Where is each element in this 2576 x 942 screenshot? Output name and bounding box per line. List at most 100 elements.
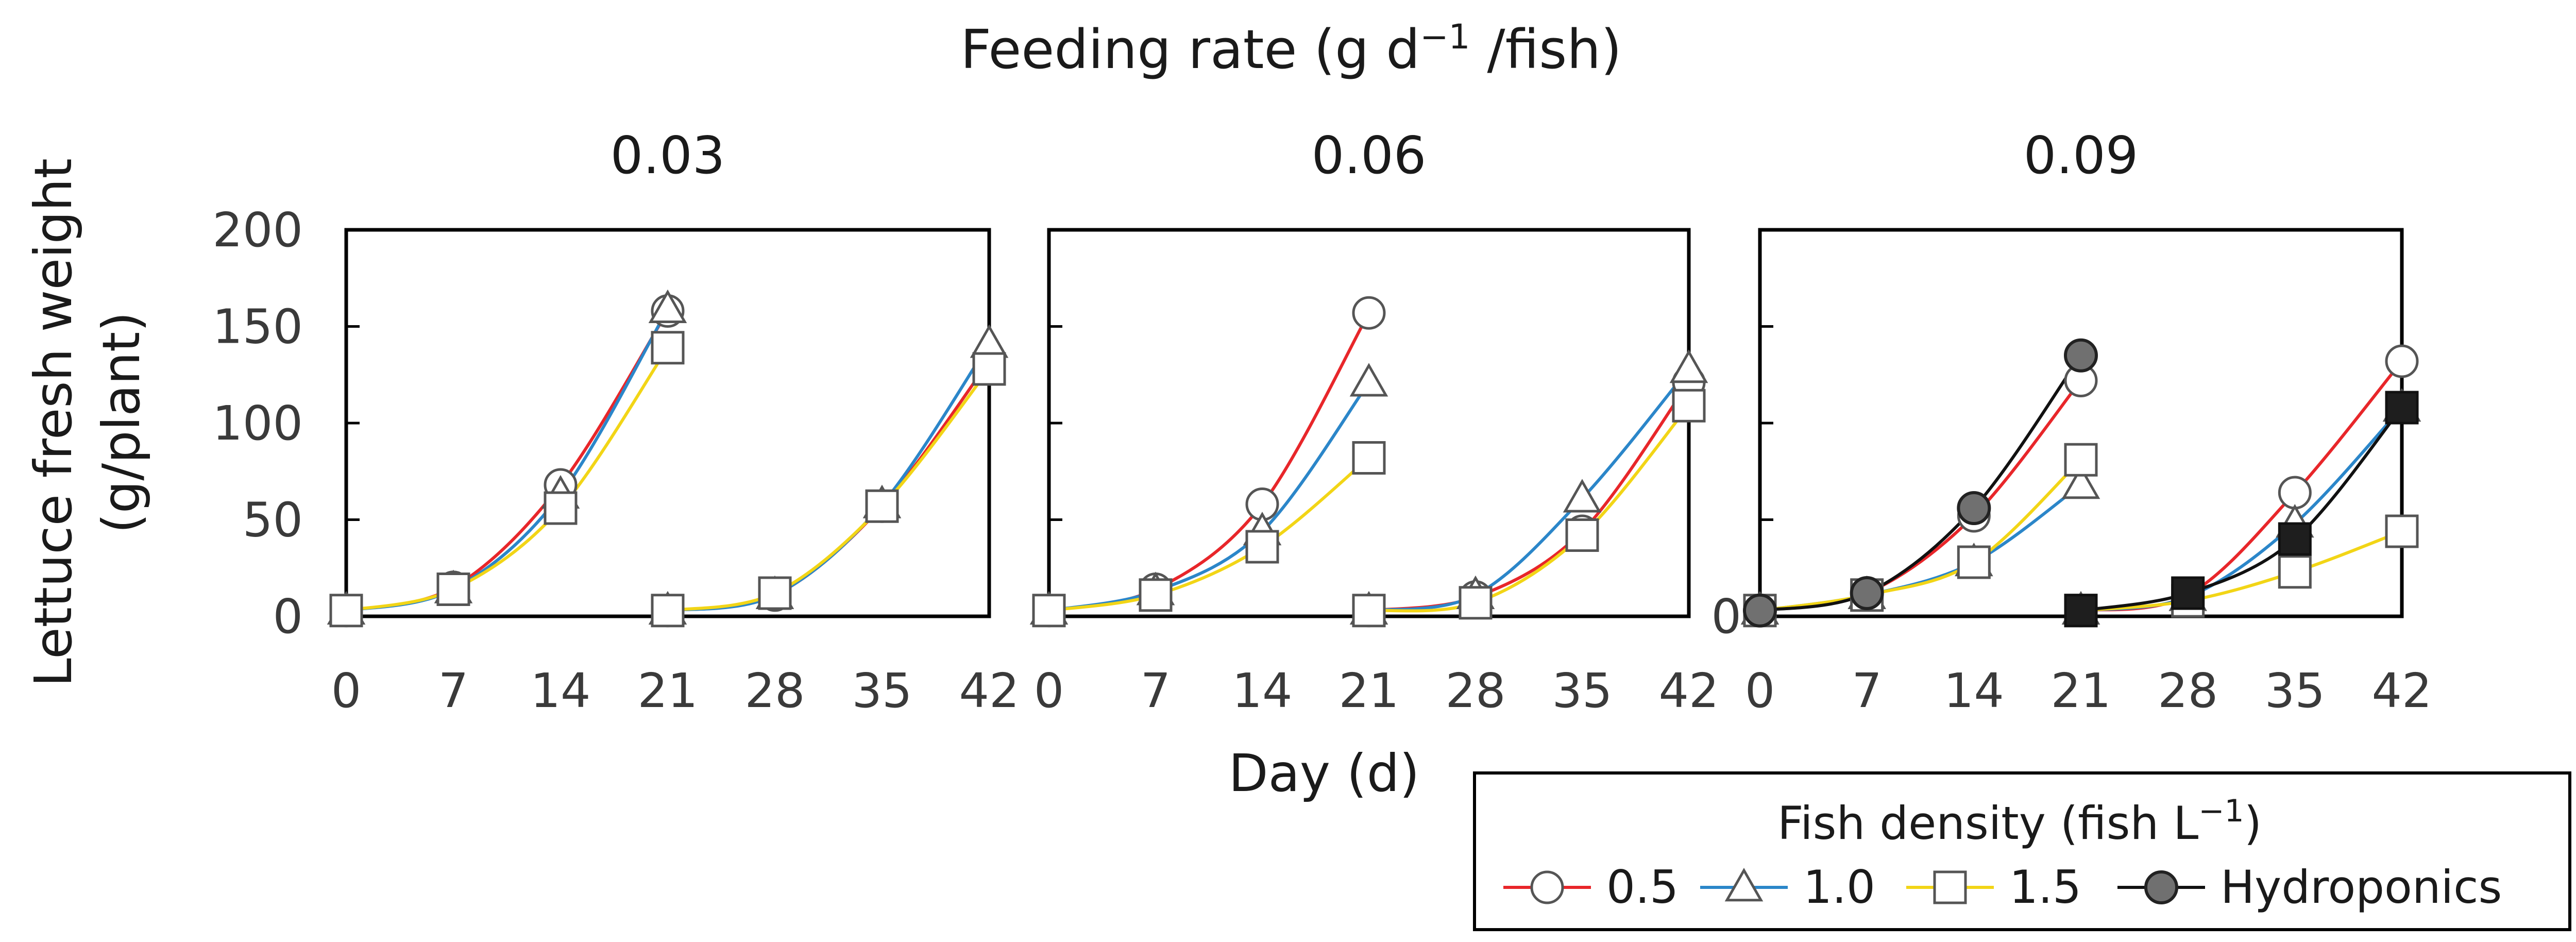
x-axis-label-group: Day (d): [1229, 743, 1420, 803]
panel-title: 0.06: [1312, 125, 1427, 186]
data-point-1-5: [2385, 514, 2419, 548]
data-point-1-5: [1352, 594, 1386, 628]
x-tick-label: 28: [2158, 663, 2218, 718]
panel-0.03: 0.03 0 50 100 150 200 0 7 14 21 28 35 42: [212, 125, 1019, 718]
x-tick-label: 21: [637, 663, 698, 718]
chart-title-unit-exp: −1: [1420, 17, 1470, 57]
x-tick-label: 28: [1445, 663, 1505, 718]
data-point-0-5: [1352, 296, 1386, 330]
series-lines: [1759, 355, 2403, 612]
data-point-1-5: [865, 489, 899, 523]
legend-marker: [1530, 870, 1564, 904]
panel-title: 0.03: [611, 125, 725, 186]
panel-0.09: 0.09 00 7 14 21 28 35 42: [1711, 125, 2432, 718]
x-tick-label: 14: [1944, 663, 2004, 718]
data-point-Hydroponics: [2171, 576, 2205, 610]
data-point-1-5: [758, 576, 792, 610]
series-line-0-5: [667, 360, 991, 612]
y-tick-label: 50: [243, 493, 303, 548]
data-point-Hydroponics: [1850, 576, 1884, 610]
x-axis-label: Day (d): [1229, 743, 1420, 803]
legend-label: 0.5: [1606, 861, 1679, 914]
data-point-Hydroponics: [2278, 522, 2312, 556]
data-point-1-5: [1139, 578, 1173, 612]
y-axis-label-group: Lettuce fresh weight (g/plant): [23, 158, 151, 687]
x-tick-label: 7: [438, 663, 469, 718]
legend-marker: [2144, 870, 2178, 904]
series-markers: [327, 289, 1009, 628]
x-tick-label: 0: [1745, 663, 1775, 718]
legend-entry-1-5: 1.5: [1906, 861, 2081, 914]
chart-title-unit-suffix: /fish): [1470, 18, 1622, 81]
chart-title-main: Feeding rate: [960, 18, 1314, 81]
legend-entry-hydroponics: Hydroponics: [2117, 861, 2502, 914]
data-point-1-5: [436, 573, 470, 606]
series-line-1-0: [1759, 483, 2082, 612]
legend-entry-0-5: 0.5: [1503, 861, 1679, 914]
legend-marker: [1724, 867, 1764, 902]
panels: 0.03 0 50 100 150 200 0 7 14 21 28 35 42 0.06 0 7 14 21 28…: [212, 125, 2432, 718]
series-line-Hydroponics: [2080, 407, 2403, 612]
x-tick-label: 42: [959, 663, 1019, 718]
data-point-1-5: [1459, 586, 1493, 620]
series-line-1-0: [1368, 368, 1690, 612]
y-tick-label: 200: [212, 203, 303, 258]
legend-title-exp: −1: [2198, 793, 2244, 829]
legend-title: Fish density (fish L−1): [1777, 793, 2262, 850]
x-tick-label: 42: [2371, 663, 2432, 718]
x-tick-label: 0: [1034, 663, 1064, 718]
data-point-1-5: [1565, 518, 1599, 552]
legend-label: 1.0: [1803, 861, 1875, 914]
data-point-1-5: [1352, 441, 1386, 475]
y-tick-label: 0: [273, 589, 303, 644]
x-tick-label: 35: [2265, 663, 2325, 718]
y-axis-label-line1: Lettuce fresh weight: [23, 158, 83, 687]
series-line-1-5: [2080, 530, 2403, 612]
series-line-0-5: [346, 310, 669, 612]
data-point-1-0: [1563, 479, 1602, 513]
data-point-1-0: [1349, 363, 1388, 397]
data-point-1-5: [2278, 555, 2312, 589]
legend-label: Hydroponics: [2221, 861, 2502, 914]
data-point-1-5: [651, 331, 685, 365]
chart-title-unit: (g d: [1314, 18, 1420, 81]
series-line-1-0: [667, 343, 991, 612]
data-point-1-5: [1957, 545, 1991, 579]
series-line-1-5: [667, 368, 991, 612]
data-point-1-0: [2061, 465, 2100, 499]
data-point-0-5: [2278, 476, 2312, 510]
series-line-1-5: [1759, 459, 2082, 612]
data-point-Hydroponics: [2064, 594, 2098, 628]
data-point-Hydroponics: [2385, 391, 2419, 425]
y-tick-label: 100: [212, 396, 303, 451]
chart-title: Feeding rate (g d−1 /fish): [960, 17, 1622, 81]
series-line-1-0: [346, 308, 669, 612]
series-line-1-5: [1048, 457, 1370, 612]
x-tick-label: 14: [1232, 663, 1292, 718]
x-tick-label: 28: [744, 663, 805, 718]
legend-marker: [1933, 870, 1967, 904]
x-tick-label: 42: [1658, 663, 1719, 718]
x-tick-label: 14: [530, 663, 590, 718]
chart-title-group: Feeding rate (g d−1 /fish): [960, 17, 1622, 81]
series-line-1-5: [1368, 405, 1690, 613]
data-point-0-5: [2385, 344, 2419, 378]
y-tick-label: 0: [1711, 589, 1741, 644]
data-point-Hydroponics: [2064, 338, 2098, 373]
series-line-0-5: [1759, 379, 2082, 612]
series-line-1-5: [346, 347, 669, 612]
data-point-1-0: [970, 324, 1009, 358]
series-lines: [1048, 312, 1690, 613]
series-line-Hydroponics: [1759, 355, 2082, 612]
y-axis-label-line2: (g/plant): [91, 312, 151, 533]
x-tick-label: 0: [331, 663, 362, 718]
legend-title-main: Fish density (fish L: [1777, 797, 2198, 850]
series-markers: [1029, 296, 1708, 628]
legend-title-suffix: ): [2244, 797, 2262, 850]
x-tick-label: 7: [1852, 663, 1882, 718]
data-point-1-0: [648, 289, 687, 323]
x-tick-label: 35: [852, 663, 912, 718]
data-point-1-5: [544, 491, 578, 525]
data-point-1-5: [651, 594, 685, 628]
